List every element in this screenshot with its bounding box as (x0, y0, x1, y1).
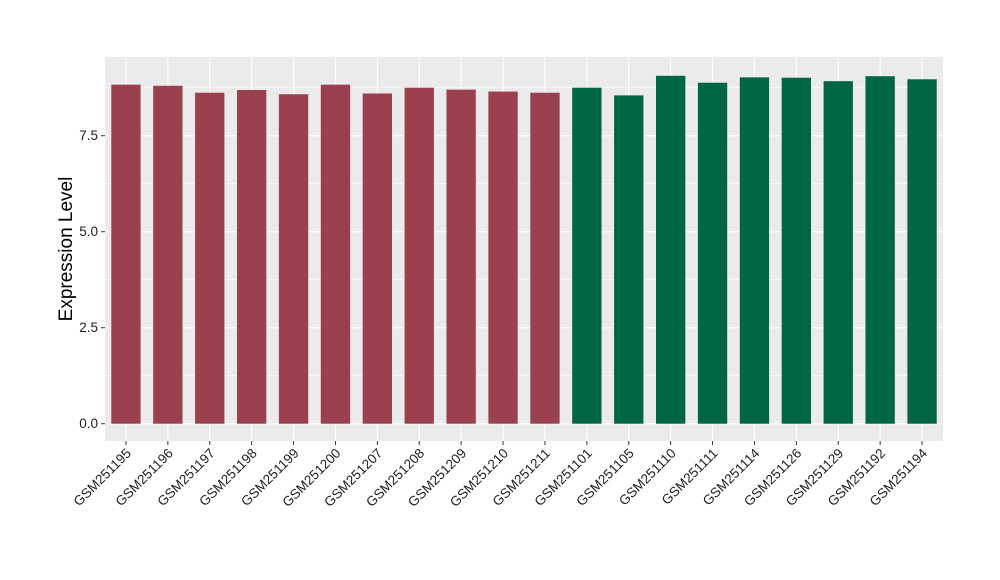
bar-GSM251210 (488, 91, 518, 424)
plot-panel (105, 57, 943, 441)
bar-GSM251101 (572, 87, 602, 424)
bar-GSM251105 (614, 95, 644, 424)
bar-GSM251129 (823, 81, 853, 424)
bar-GSM251126 (781, 77, 812, 424)
bar-GSM251200 (320, 84, 351, 424)
y-tick-label: 2.5 (79, 320, 98, 335)
bar-GSM251111 (697, 82, 728, 424)
bar-GSM251197 (195, 92, 225, 424)
bar-GSM251110 (655, 75, 686, 424)
y-axis-title: Expression Level (56, 177, 77, 322)
bar-GSM251195 (111, 84, 141, 424)
bar-GSM251211 (530, 92, 560, 424)
bar-GSM251114 (739, 77, 770, 424)
bar-GSM251207 (362, 93, 393, 424)
bar-GSM251196 (153, 85, 183, 424)
bar-GSM251199 (278, 94, 309, 424)
y-axis: 0.0 2.5 5.0 7.5 (79, 128, 105, 431)
x-axis: GSM251195GSM251196GSM251197GSM251198GSM2… (71, 441, 931, 510)
y-tick-label: 7.5 (79, 128, 98, 143)
y-tick-label: 5.0 (79, 224, 98, 239)
bar-GSM251208 (404, 87, 434, 424)
bar-GSM251192 (865, 76, 895, 424)
bar-GSM251209 (446, 89, 476, 424)
bar-GSM251198 (236, 90, 267, 424)
bar-GSM251194 (907, 79, 937, 424)
bars (111, 75, 937, 424)
y-tick-label: 0.0 (79, 416, 98, 431)
